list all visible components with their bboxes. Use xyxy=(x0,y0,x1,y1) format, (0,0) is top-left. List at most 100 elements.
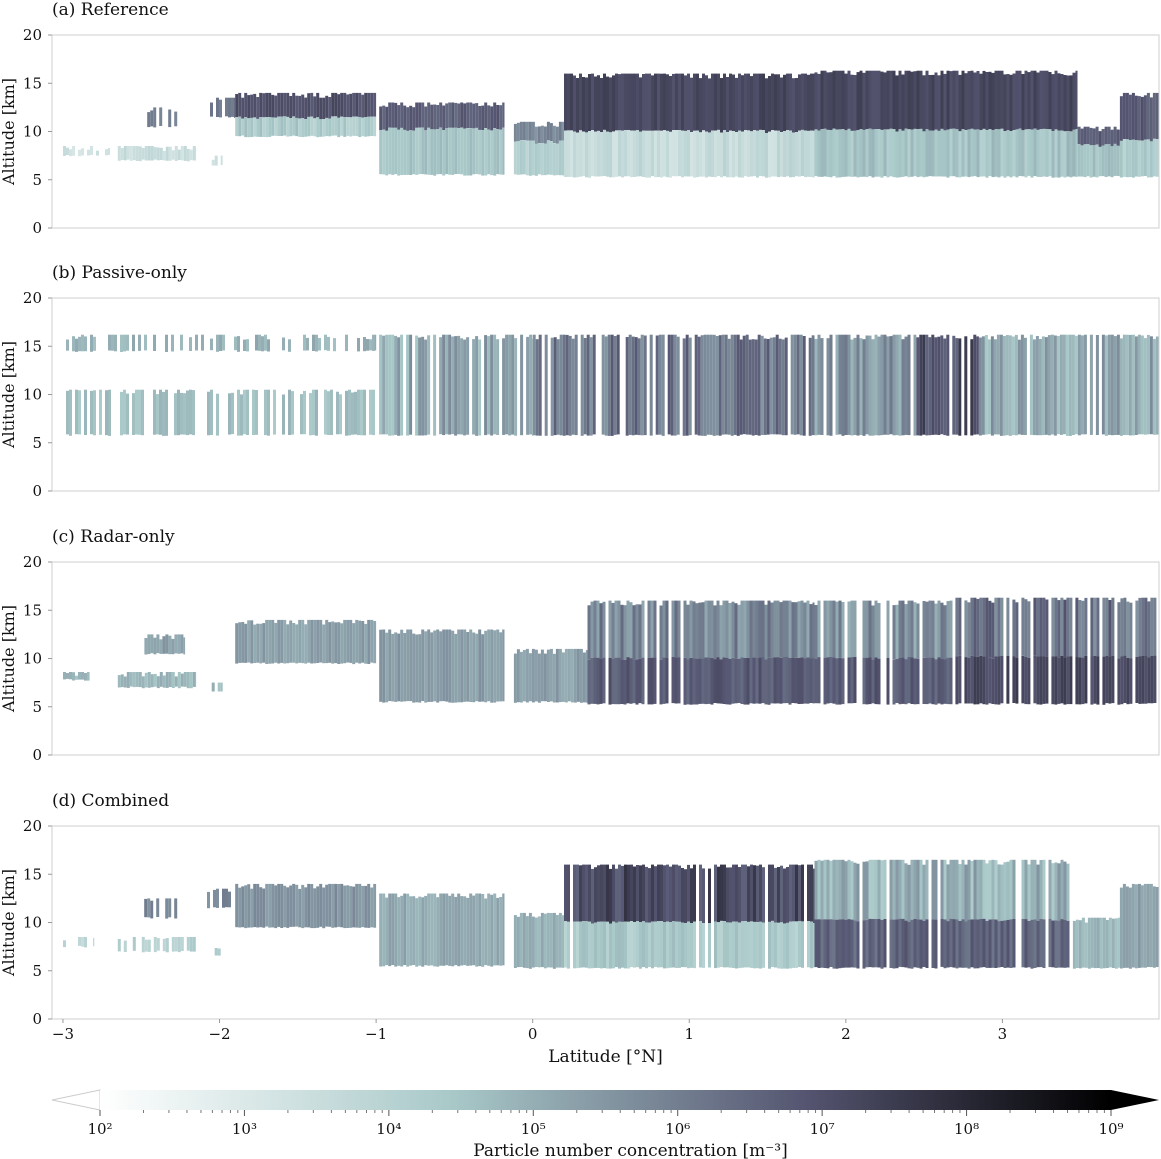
cloud-column xyxy=(222,888,225,908)
cloud-column xyxy=(779,658,783,704)
cloud-column xyxy=(659,605,663,660)
cloud-column xyxy=(1051,131,1055,178)
cloud-column xyxy=(964,600,968,658)
cloud-column xyxy=(343,117,347,137)
cloud-column xyxy=(579,73,582,131)
cloud-column xyxy=(168,898,172,918)
cloud-column xyxy=(719,659,723,704)
cloud-column xyxy=(650,657,654,705)
cloud-column xyxy=(799,334,803,436)
cloud-column xyxy=(534,126,538,144)
cloud-column xyxy=(973,859,977,920)
cloud-column xyxy=(695,658,699,705)
cloud-column xyxy=(1032,339,1036,436)
cloud-column xyxy=(558,648,562,703)
cloud-column xyxy=(540,912,544,968)
cloud-column xyxy=(841,859,845,920)
cloud-column xyxy=(585,650,588,703)
cloud-column xyxy=(629,658,633,704)
cloud-column xyxy=(706,334,710,435)
cloud-column xyxy=(259,92,263,118)
cloud-column xyxy=(1051,920,1055,968)
cloud-column xyxy=(519,140,523,175)
cloud-column xyxy=(343,92,347,118)
cloud-column xyxy=(328,883,332,927)
panel-title: (d) Combined xyxy=(52,791,169,811)
cloud-column xyxy=(814,72,818,130)
cloud-column xyxy=(451,127,455,175)
cloud-column xyxy=(564,130,567,177)
cloud-column xyxy=(400,334,404,436)
cloud-column xyxy=(1024,70,1028,130)
cloud-column xyxy=(286,116,290,137)
cloud-column xyxy=(210,338,213,351)
cloud-column xyxy=(334,622,338,664)
cloud-column xyxy=(1012,919,1016,968)
cloud-column xyxy=(686,659,690,705)
cloud-column xyxy=(707,657,711,704)
cloud-column xyxy=(499,632,503,702)
cloud-column xyxy=(150,634,154,654)
cloud-column xyxy=(1039,918,1043,968)
cloud-column xyxy=(1042,859,1046,920)
colorbar-tick-label: 10⁴ xyxy=(376,1120,401,1138)
cloud-column xyxy=(253,883,257,928)
cloud-column xyxy=(785,600,789,657)
cloud-column xyxy=(1119,887,1123,969)
cloud-column xyxy=(183,146,187,161)
cloud-column xyxy=(222,334,225,351)
cloud-column xyxy=(600,132,603,177)
cloud-column xyxy=(361,117,365,137)
cloud-column xyxy=(847,70,851,129)
cloud-column xyxy=(877,658,881,705)
cloud-column xyxy=(886,600,890,658)
cloud-column xyxy=(295,624,299,664)
cloud-column xyxy=(361,94,365,118)
cloud-column xyxy=(159,147,163,160)
cloud-column xyxy=(1075,597,1079,657)
cloud-column xyxy=(624,130,627,177)
cloud-column xyxy=(1152,92,1156,139)
cloud-column xyxy=(564,73,567,131)
cloud-column xyxy=(1059,334,1063,435)
cloud-column xyxy=(442,334,446,436)
cloud-column xyxy=(599,658,603,704)
cloud-column xyxy=(1057,920,1061,968)
cloud-column xyxy=(1039,860,1043,919)
cloud-column xyxy=(1014,334,1018,436)
cloud-column xyxy=(336,391,339,435)
cloud-column xyxy=(364,117,368,137)
cloud-column xyxy=(418,127,422,175)
cloud-column xyxy=(662,657,666,704)
cloud-column xyxy=(685,334,689,436)
cloud-column xyxy=(665,657,669,704)
cloud-column xyxy=(663,865,666,922)
cloud-column xyxy=(1131,92,1135,140)
cloud-column xyxy=(244,885,248,929)
cloud-column xyxy=(767,657,771,705)
cloud-column xyxy=(159,639,163,654)
cloud-column xyxy=(1140,335,1144,435)
cloud-column xyxy=(985,656,989,705)
cloud-column xyxy=(586,334,590,436)
cloud-column xyxy=(690,923,693,968)
cloud-column xyxy=(853,75,857,131)
y-tick-label: 0 xyxy=(32,1010,42,1028)
cloud-column xyxy=(793,334,797,435)
cloud-column xyxy=(865,861,869,920)
cloud-column xyxy=(865,129,869,178)
cloud-column xyxy=(717,866,720,923)
cloud-column xyxy=(940,602,944,659)
cloud-column xyxy=(1113,143,1117,176)
cloud-column xyxy=(1150,597,1154,656)
cloud-column xyxy=(895,75,899,132)
cloud-column xyxy=(928,657,932,704)
cloud-column xyxy=(528,140,532,176)
cloud-column xyxy=(608,600,612,658)
cloud-column xyxy=(961,70,965,129)
cloud-column xyxy=(597,921,600,968)
colorbar-tick-label: 10² xyxy=(87,1120,112,1138)
cloud-column xyxy=(770,658,774,704)
cloud-column xyxy=(400,895,404,967)
